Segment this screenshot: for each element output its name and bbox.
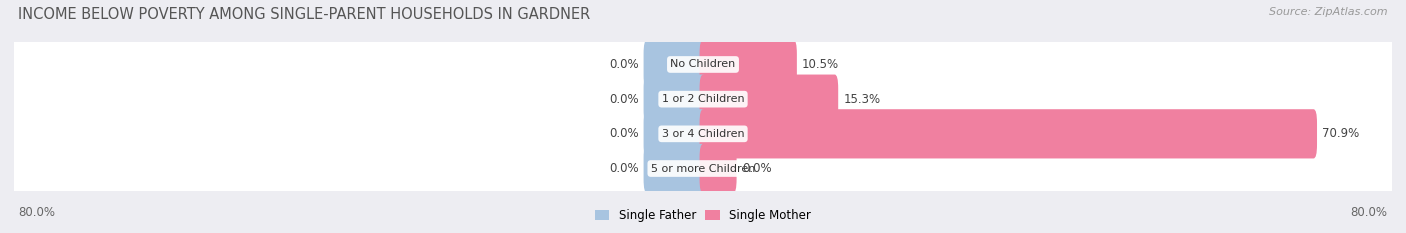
FancyBboxPatch shape <box>10 116 1396 221</box>
Text: 70.9%: 70.9% <box>1322 127 1360 140</box>
FancyBboxPatch shape <box>700 109 1317 158</box>
Text: 80.0%: 80.0% <box>18 206 55 219</box>
Text: Source: ZipAtlas.com: Source: ZipAtlas.com <box>1270 7 1388 17</box>
FancyBboxPatch shape <box>644 40 706 89</box>
Text: 0.0%: 0.0% <box>609 58 638 71</box>
Legend: Single Father, Single Mother: Single Father, Single Mother <box>591 205 815 227</box>
FancyBboxPatch shape <box>10 81 1396 186</box>
Text: 0.0%: 0.0% <box>609 127 638 140</box>
Text: 0.0%: 0.0% <box>609 93 638 106</box>
FancyBboxPatch shape <box>700 75 838 124</box>
Text: 5 or more Children: 5 or more Children <box>651 164 755 174</box>
Text: INCOME BELOW POVERTY AMONG SINGLE-PARENT HOUSEHOLDS IN GARDNER: INCOME BELOW POVERTY AMONG SINGLE-PARENT… <box>18 7 591 22</box>
FancyBboxPatch shape <box>10 12 1396 117</box>
FancyBboxPatch shape <box>10 47 1396 152</box>
FancyBboxPatch shape <box>644 75 706 124</box>
FancyBboxPatch shape <box>700 40 797 89</box>
Text: No Children: No Children <box>671 59 735 69</box>
FancyBboxPatch shape <box>644 109 706 158</box>
Text: 0.0%: 0.0% <box>742 162 772 175</box>
FancyBboxPatch shape <box>700 144 737 193</box>
Text: 80.0%: 80.0% <box>1351 206 1388 219</box>
Text: 0.0%: 0.0% <box>609 162 638 175</box>
FancyBboxPatch shape <box>644 144 706 193</box>
Text: 10.5%: 10.5% <box>801 58 839 71</box>
Text: 1 or 2 Children: 1 or 2 Children <box>662 94 744 104</box>
Text: 3 or 4 Children: 3 or 4 Children <box>662 129 744 139</box>
Text: 15.3%: 15.3% <box>844 93 880 106</box>
